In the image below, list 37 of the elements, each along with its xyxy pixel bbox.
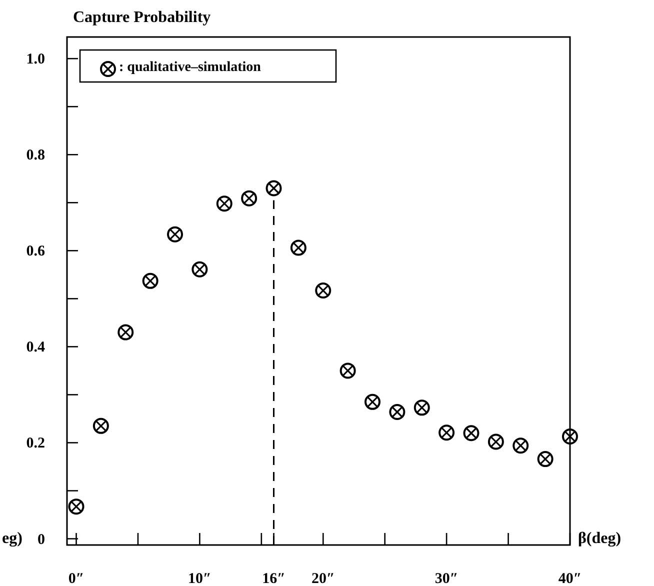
chart-title: Capture Probability (73, 9, 211, 26)
point (266, 180, 282, 196)
y-tick-label: 0.2 (26, 436, 45, 452)
y-tick-label: 0 (38, 532, 45, 548)
point (537, 451, 554, 468)
point (512, 438, 529, 454)
y-tick-label: 0.6 (26, 244, 46, 260)
y-tick-label: 1.0 (26, 52, 45, 68)
point (463, 425, 480, 442)
point (68, 498, 84, 515)
y-tick-label: 0.8 (26, 148, 45, 164)
point (192, 261, 208, 278)
point (562, 428, 578, 444)
point (315, 282, 332, 299)
point (389, 404, 406, 420)
x-tick-label: 0″ (68, 571, 84, 586)
legend-label: : qualitative–simulation (119, 60, 262, 75)
x-tick-label: 20″ (311, 571, 335, 586)
point (414, 400, 430, 416)
point (142, 272, 158, 289)
point (340, 362, 356, 379)
point (118, 324, 134, 340)
y-tick-label: 0.4 (26, 340, 46, 356)
x-tick-label: 40″ (558, 571, 582, 586)
text: eg) (2, 530, 22, 547)
point (216, 196, 232, 212)
point (241, 190, 258, 206)
point (92, 418, 109, 434)
point (290, 240, 306, 256)
point (167, 226, 184, 242)
point (364, 394, 381, 410)
x-tick-label: 16″ (262, 571, 286, 586)
point (438, 424, 455, 441)
x-tick-label: 10″ (188, 571, 212, 586)
point (488, 434, 504, 450)
x-tick-label: 30″ (434, 571, 458, 586)
x-axis-title: β(deg) (578, 530, 622, 547)
